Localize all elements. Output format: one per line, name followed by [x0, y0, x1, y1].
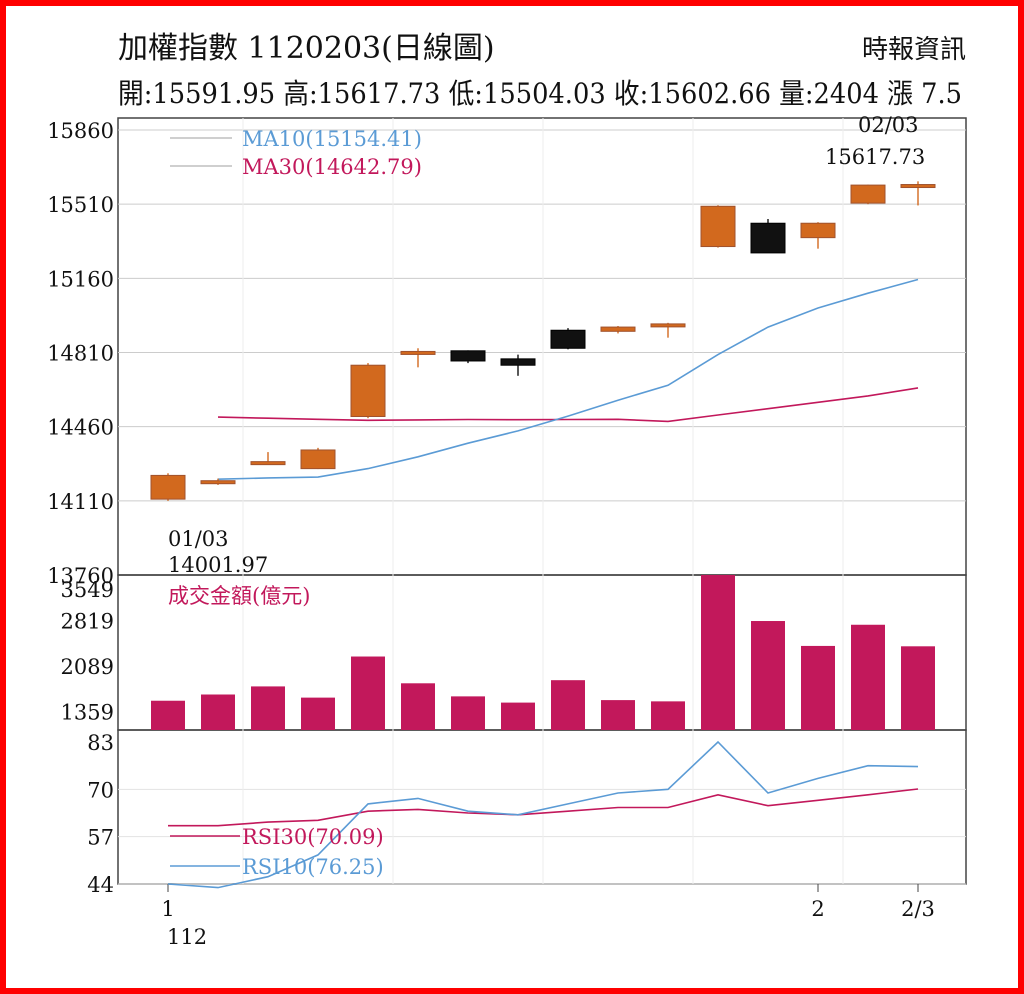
volume-tick-label: 3549	[61, 578, 114, 602]
year-label: 112	[167, 925, 207, 949]
moving-averages	[217, 278, 919, 480]
ma30-line	[217, 387, 919, 423]
price-panel-frame	[117, 117, 967, 576]
candle-body	[350, 364, 386, 417]
low-annotation-date: 01/03	[168, 527, 229, 551]
candle-body	[200, 480, 236, 485]
price-tick-label: 14460	[47, 416, 114, 440]
volume-bar	[751, 621, 785, 730]
ma10-legend: MA10(15154.41)	[242, 127, 422, 151]
volume-title: 成交金額(億元)	[168, 584, 310, 608]
price-tick-label: 14810	[47, 342, 114, 366]
high-annotation-value: 15617.73	[825, 145, 925, 169]
grid-lines	[118, 118, 966, 885]
candle-body	[600, 326, 636, 332]
volume-bar	[301, 697, 335, 730]
price-tick-label: 13760	[47, 564, 114, 588]
rsi30-line	[168, 788, 919, 827]
candle-body	[850, 184, 886, 204]
candle-body	[250, 461, 286, 466]
candle-body	[900, 184, 936, 189]
candle-body	[300, 449, 336, 470]
volume-bar	[451, 696, 485, 730]
price-tick-label: 15510	[47, 193, 114, 217]
volume-bar	[801, 645, 835, 730]
x-tick-label: 1	[161, 897, 174, 921]
rsi-tick-label: 57	[87, 826, 114, 850]
candle-body	[650, 323, 686, 328]
volume-bar	[251, 686, 285, 730]
candle-body	[150, 474, 186, 500]
rsi-tick-label: 83	[87, 731, 114, 755]
rsi30-legend: RSI30(70.09)	[242, 825, 384, 849]
volume-bar	[901, 646, 935, 730]
volume-bar	[651, 701, 685, 730]
volume-bar	[401, 683, 435, 730]
candle-body	[700, 205, 736, 248]
volume-bar	[351, 656, 385, 730]
chart-title: 加權指數 1120203(日線圖)	[118, 31, 495, 66]
rsi-tick-label: 44	[87, 873, 114, 897]
candle-body	[400, 350, 436, 355]
ma10-line	[217, 278, 919, 480]
volume-bar	[201, 694, 235, 730]
candle-body	[800, 222, 836, 239]
low-annotation-value: 14001.97	[168, 553, 268, 577]
high-annotation-date: 02/03	[858, 113, 919, 137]
volume-bar	[701, 575, 735, 730]
volume-bar	[551, 680, 585, 730]
x-tick-label: 2	[811, 897, 824, 921]
chart-source: 時報資訊	[862, 35, 966, 65]
candle-body	[750, 222, 786, 254]
candle-body	[500, 358, 536, 366]
volume-bar	[851, 624, 885, 730]
rsi10-line	[167, 740, 919, 889]
volume-bar	[151, 700, 185, 730]
candle-body	[450, 350, 486, 362]
rsi-tick-label: 70	[87, 778, 114, 802]
rsi-lines	[167, 740, 919, 889]
volume-bar	[601, 700, 635, 730]
candle-body	[550, 329, 586, 349]
volume-tick-label: 1359	[61, 700, 114, 724]
volume-tick-label: 2819	[61, 609, 114, 633]
volume-bars	[151, 575, 935, 730]
volume-bar	[501, 702, 535, 730]
candles	[150, 181, 936, 501]
x-tick-label: 2/3	[901, 897, 935, 921]
price-tick-label: 15860	[47, 119, 114, 143]
rsi10-legend: RSI10(76.25)	[242, 855, 384, 879]
price-summary: 開:15591.95 高:15617.73 低:15504.03 收:15602…	[118, 77, 962, 110]
ma30-legend: MA30(14642.79)	[242, 155, 422, 179]
price-tick-label: 15160	[47, 267, 114, 291]
axis-labels: 13760 14110 14460 14810 15160 15510 15860 1359 2…	[47, 119, 935, 921]
volume-tick-label: 2089	[61, 655, 114, 679]
price-tick-label: 14110	[47, 490, 114, 514]
